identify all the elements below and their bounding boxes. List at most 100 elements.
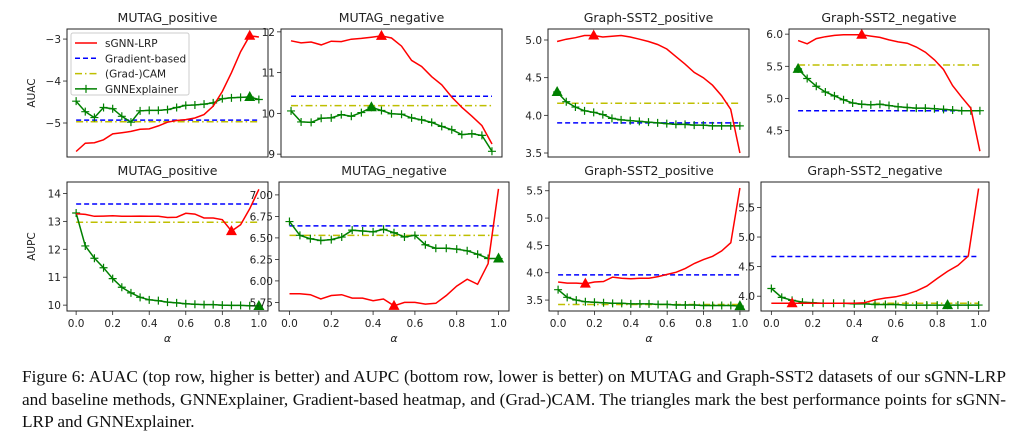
- legend-marker: [82, 84, 90, 93]
- gnnexplainer-point: [953, 301, 962, 310]
- gnnexplainer-point: [287, 106, 296, 115]
- y-tick-label: 14: [48, 188, 62, 200]
- gnnexplainer-point: [848, 98, 857, 107]
- x-tick-label: 0.2: [323, 318, 340, 330]
- gnnexplainer-point: [860, 299, 869, 308]
- gnnexplainer-point: [572, 296, 581, 305]
- y-tick-label: 9: [268, 149, 275, 161]
- gnnexplainer-point: [957, 106, 966, 115]
- gnnexplainer-point: [295, 231, 304, 240]
- x-tick-label: 0.4: [365, 318, 382, 330]
- gnnexplainer-point: [912, 104, 921, 113]
- y-tick-label: 10: [262, 108, 275, 120]
- sgnn-lrp-line: [75, 34, 260, 153]
- gnnexplainer-point: [145, 106, 154, 115]
- chart-panel: Graph-SST2_positive 3.5 4.0 4.5 5.0 5.5 0.0 0.2…: [526, 163, 750, 345]
- gnnexplainer-point: [617, 299, 626, 308]
- gnnexplainer-point: [653, 118, 662, 127]
- gnnexplainer-point: [726, 121, 735, 130]
- gnnexplainer-point: [894, 102, 903, 111]
- gnnexplainer-point: [108, 104, 117, 113]
- gnnexplainer-point: [885, 101, 893, 110]
- sgnn-lrp-best-marker: [786, 297, 798, 308]
- gnnexplainer-point: [117, 283, 126, 292]
- gnnexplainer-point: [181, 299, 190, 308]
- x-tick-label: 1.0: [251, 318, 268, 330]
- y-tick-label: 7.00: [250, 190, 273, 202]
- gnnexplainer-point: [285, 217, 294, 226]
- sgnn-lrp-best-marker: [388, 299, 400, 310]
- gnnexplainer-point: [662, 119, 671, 128]
- y-tick-label: 11: [262, 68, 275, 80]
- gnnexplainer-point: [227, 301, 236, 310]
- gnnexplainer-point: [626, 299, 635, 308]
- gnnexplainer-point: [644, 118, 653, 127]
- gnnexplainer-point: [218, 301, 227, 310]
- gnnexplainer-point: [369, 227, 378, 236]
- gnnexplainer-point: [681, 300, 690, 309]
- x-tick-label: 0.6: [177, 318, 194, 330]
- gnnexplainer-point: [200, 100, 209, 109]
- sgnn-lrp-line: [558, 187, 741, 285]
- y-axis-label: AUPC: [26, 232, 38, 261]
- sgnn-lrp-line: [290, 35, 493, 145]
- gnnexplainer-point: [671, 120, 680, 129]
- gnnexplainer-point: [663, 300, 672, 309]
- gnnexplainer-point: [442, 244, 451, 253]
- gnnexplainer-point: [227, 93, 236, 102]
- x-tick-label: 0.2: [104, 318, 121, 330]
- sgnn-lrp-best-marker: [588, 29, 600, 40]
- gnnexplainer-point: [81, 241, 90, 250]
- gnnexplainer-point: [922, 301, 931, 310]
- gnnexplainer-point: [357, 108, 366, 117]
- gnnexplainer-point: [717, 301, 726, 310]
- y-tick-label: 5.0: [526, 213, 543, 225]
- x-tick-label: 0.0: [550, 318, 567, 330]
- gnnexplainer-point: [400, 233, 409, 242]
- gnnexplainer-point: [190, 300, 199, 309]
- gnnexplainer-point: [457, 130, 466, 139]
- gnnexplainer-point: [209, 300, 218, 309]
- gnnexplainer-point: [875, 100, 884, 109]
- gnnexplainer-point: [236, 301, 245, 310]
- x-axis-label: α: [871, 332, 879, 345]
- gnnexplainer-best-marker: [253, 299, 265, 310]
- gnnexplainer-point: [136, 106, 145, 115]
- gnnexplainer-point: [735, 121, 744, 130]
- y-tick-label: 4.5: [766, 126, 783, 138]
- gnnexplainer-best-marker: [942, 299, 954, 310]
- y-tick-label: 5.5: [766, 61, 783, 73]
- plot-frame: [760, 181, 990, 312]
- gnnexplainer-point: [390, 228, 398, 237]
- gnnexplainer-point: [407, 113, 416, 122]
- y-tick-label: 6.75: [250, 211, 273, 223]
- chart-panel: Graph-SST2_negative 4.5 5.0 5.5 6.0: [766, 10, 990, 158]
- chart-panel: MUTAG_negative 5.75 6.00 6.25 6.50 6.75 7.00 0.…: [250, 163, 510, 345]
- plot-frame: [280, 28, 503, 158]
- gnnexplainer-point: [358, 227, 367, 236]
- gnnexplainer-point: [726, 301, 735, 310]
- gnnexplainer-point: [690, 300, 699, 309]
- gnnexplainer-point: [866, 100, 875, 109]
- gnnexplainer-point: [172, 298, 181, 307]
- legend-label: sGNN-LRP: [105, 38, 158, 50]
- gnnexplainer-point: [154, 106, 163, 115]
- gnnexplainer-point: [377, 106, 386, 115]
- y-tick-label: 5.0: [525, 35, 542, 47]
- gnnexplainer-point: [452, 245, 461, 254]
- gnnexplainer-point: [580, 106, 589, 115]
- chart-panel: MUTAG_positive 10 11 12 13 14 0.0 0.2 0.4 0.6 0.8 1…: [26, 163, 269, 345]
- gnnexplainer-point: [163, 298, 172, 307]
- sgnn-lrp-best-marker: [579, 277, 591, 288]
- gnnexplainer-point: [254, 95, 263, 104]
- gnnexplainer-point: [939, 105, 948, 114]
- gnnexplainer-point: [930, 104, 939, 113]
- y-tick-label: 5.5: [526, 186, 543, 198]
- legend-box: [70, 32, 190, 96]
- y-tick-label: 3.5: [526, 295, 543, 307]
- chart-title: MUTAG_positive: [118, 10, 218, 25]
- gnnexplainer-point: [99, 103, 108, 112]
- gnnexplainer-point: [163, 105, 172, 114]
- chart-panel: MUTAG_negative 9 10 11 12: [262, 10, 503, 161]
- gnnexplainer-point: [297, 117, 306, 126]
